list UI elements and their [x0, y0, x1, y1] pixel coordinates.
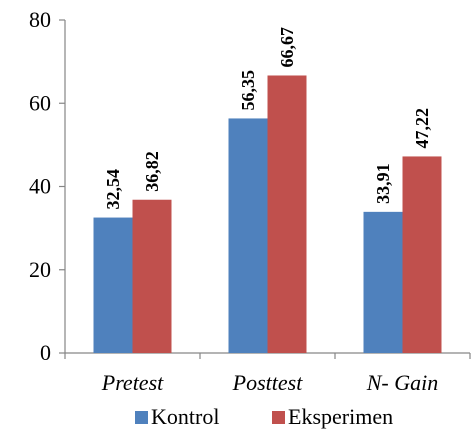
legend-swatch-eksperimen — [272, 411, 285, 424]
y-tick-label: 0 — [40, 340, 51, 365]
legend: Kontrol Eksperimen — [135, 404, 393, 429]
x-category-label: N- Gain — [366, 370, 439, 395]
data-label-eksperimen: 36,82 — [142, 151, 162, 192]
bar-kontrol — [228, 118, 268, 354]
y-tick-label: 80 — [29, 7, 51, 32]
bar-kontrol — [93, 217, 133, 353]
y-tick-label: 60 — [29, 90, 51, 115]
bar-eksperimen — [132, 199, 172, 353]
data-label-kontrol: 32,54 — [103, 169, 123, 210]
y-tick-label: 20 — [29, 257, 51, 282]
bar-eksperimen — [402, 156, 442, 353]
data-label-kontrol: 33,91 — [373, 163, 393, 204]
legend-label-kontrol: Kontrol — [151, 404, 219, 429]
axes: 0 20 40 60 80 Pretest Posttest N- Gain — [29, 7, 471, 395]
data-label-eksperimen: 47,22 — [412, 108, 432, 149]
bar-kontrol — [363, 211, 403, 353]
data-label-kontrol: 56,35 — [238, 70, 258, 111]
data-label-eksperimen: 66,67 — [277, 27, 297, 68]
legend-swatch-kontrol — [135, 411, 148, 424]
y-tick-label: 40 — [29, 174, 51, 199]
legend-label-eksperimen: Eksperimen — [288, 404, 393, 429]
x-category-label: Pretest — [101, 370, 164, 395]
bar-eksperimen — [267, 75, 307, 354]
x-category-label: Posttest — [232, 370, 304, 395]
data-labels: 32,54 36,82 56,35 66,67 33,91 47,22 — [103, 27, 432, 210]
bars — [93, 75, 442, 354]
